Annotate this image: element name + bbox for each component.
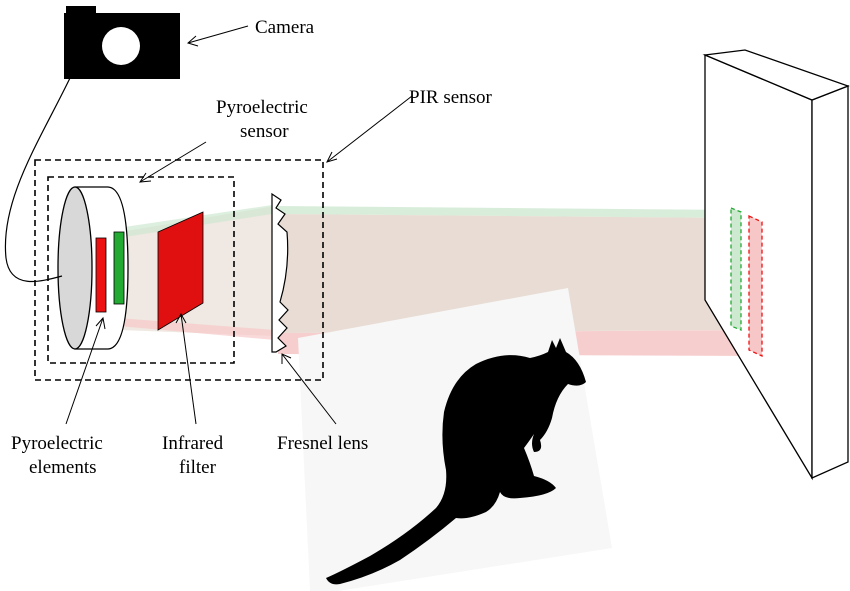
kangaroo-body — [326, 338, 586, 585]
wall-top — [702, 49, 850, 101]
camera-arrow — [187, 25, 249, 44]
pyroelectric-elements-label-line2: elements — [29, 457, 97, 478]
pyroelectric-elements-arrow — [65, 317, 104, 425]
infrared-filter-arrowhead — [175, 312, 187, 324]
pir-arrowhead — [326, 151, 338, 163]
pyroelectric-sensor-arrow — [139, 141, 207, 183]
camera-icon — [4, 6, 180, 283]
fresnel-lens-shape — [271, 192, 289, 353]
infrared-filter-arrow — [180, 313, 197, 425]
beam-overlap — [278, 214, 740, 333]
fresnel-lens-arrow — [281, 353, 337, 425]
pyroelectric-sensor-label-line2: sensor — [240, 121, 289, 142]
pyroelectric-elements-label-line1: Pyroelectric — [11, 433, 103, 454]
infrared-filter-label-line1: Infrared — [162, 433, 224, 454]
camera-label: Camera — [255, 17, 315, 38]
infrared-filter-label-line2: filter — [179, 457, 217, 478]
wall-side — [811, 85, 849, 480]
camera-lens — [102, 27, 140, 65]
kangaroo-silhouette — [326, 338, 586, 585]
fresnel-lens-label: Fresnel lens — [277, 433, 368, 454]
leader-arrows — [65, 25, 413, 425]
pyroelectric-sensor-label-line1: Pyroelectric — [216, 97, 308, 118]
pyroelectric-element-red — [95, 237, 107, 313]
camera-arrowhead — [186, 35, 199, 47]
wall — [702, 49, 850, 481]
pyroelectric-elements-arrowhead — [95, 316, 106, 330]
pir-sensor-box — [34, 159, 324, 381]
camera-cable — [4, 77, 71, 283]
sensor-face — [57, 186, 93, 350]
pyroelectric-sensor-box — [47, 176, 235, 364]
infrared-filter — [157, 211, 204, 331]
fresnel-lens-arrowhead — [281, 353, 292, 364]
pyroelectric-sensor — [57, 186, 129, 350]
pir-sensor-label: PIR sensor — [409, 87, 493, 108]
pyroelectric-element-green — [113, 231, 125, 305]
pir-arrow — [326, 95, 413, 163]
beam-inner-red — [118, 318, 275, 340]
wall-zone-red — [748, 214, 763, 358]
fresnel-lens — [271, 192, 289, 353]
wall-zone-green — [730, 207, 742, 331]
pyroelectric-sensor-arrowhead — [139, 172, 152, 183]
